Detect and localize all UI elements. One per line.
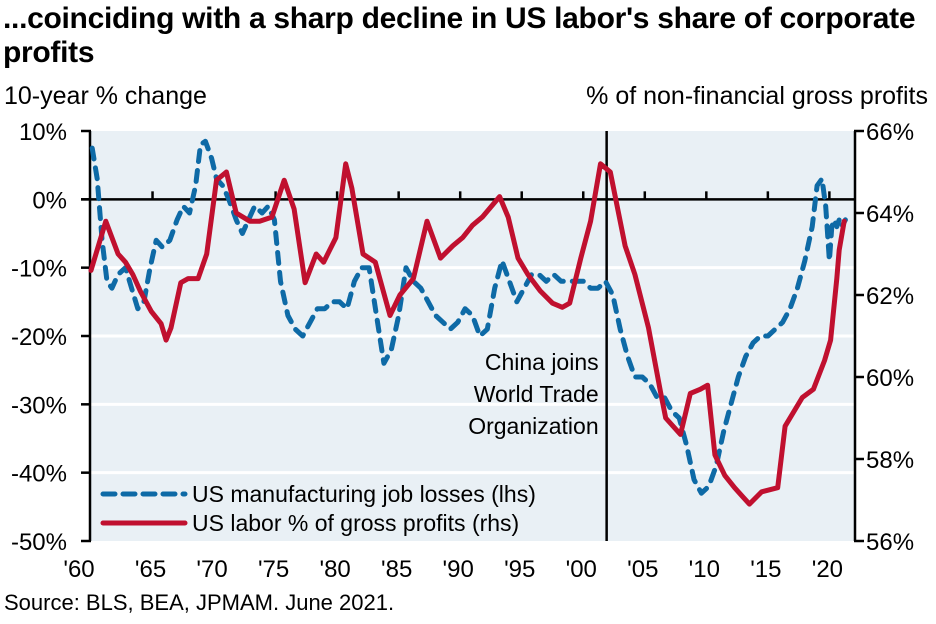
series-lines (88, 138, 848, 507)
right-axis-unit-label: % of non-financial gross profits (586, 82, 928, 110)
x-tick-label: '70 (196, 556, 227, 583)
left-tick-label: -20% (11, 324, 67, 351)
x-tick-label: '85 (381, 556, 412, 583)
left-tick-label: 10% (19, 119, 67, 146)
right-tick-label: 62% (866, 283, 914, 310)
x-tick-label: '10 (689, 556, 720, 583)
manufacturing-job-losses-line (89, 138, 848, 496)
chart-title: ...coinciding with a sharp decline in US… (3, 2, 916, 69)
x-tick-label: '75 (258, 556, 289, 583)
legend: US manufacturing job losses (lhs) US labo… (100, 481, 536, 536)
annotation-text: Organization (468, 413, 598, 439)
x-tick-label: '20 (812, 556, 843, 583)
left-axis-unit-label: 10-year % change (4, 82, 207, 110)
x-tick-label: '95 (504, 556, 535, 583)
x-tick-label: '00 (566, 556, 597, 583)
right-tick-label: 60% (866, 365, 914, 392)
right-y-axis: 66% 64% 62% 60% 58% 56% (853, 119, 914, 556)
left-tick-label: -50% (11, 529, 67, 556)
source-note: Source: BLS, BEA, JPMAM. June 2021. (4, 590, 395, 615)
right-tick-label: 66% (866, 119, 914, 146)
labor-share-line (88, 161, 847, 507)
gridlines (91, 266, 854, 475)
legend-label: US labor % of gross profits (rhs) (192, 510, 519, 536)
left-y-axis: 10% 0% -10% -20% -30% -40% -50% (11, 119, 854, 556)
x-tick-label: '15 (750, 556, 781, 583)
wto-annotation: China joins World Trade Organization (468, 131, 608, 541)
x-tick-label: '90 (443, 556, 474, 583)
left-tick-label: -30% (11, 392, 67, 419)
left-tick-label: -40% (11, 461, 67, 488)
right-tick-label: 64% (866, 201, 914, 228)
x-tick-label: '65 (135, 556, 166, 583)
left-tick-label: -10% (11, 256, 67, 283)
x-tick-label: '05 (627, 556, 658, 583)
right-tick-label: 56% (866, 529, 914, 556)
annotation-text: China joins (485, 349, 599, 375)
left-tick-label: 0% (32, 187, 67, 214)
annotation-text: World Trade (474, 381, 599, 407)
right-tick-label: 58% (866, 447, 914, 474)
x-axis: '60 '65 '70 '75 '80 '85 '90 '95 '00 '05 '10 '15 '20 (63, 191, 843, 583)
x-tick-label: '60 (63, 556, 94, 583)
x-tick-label: '80 (319, 556, 350, 583)
legend-label: US manufacturing job losses (lhs) (192, 481, 536, 507)
